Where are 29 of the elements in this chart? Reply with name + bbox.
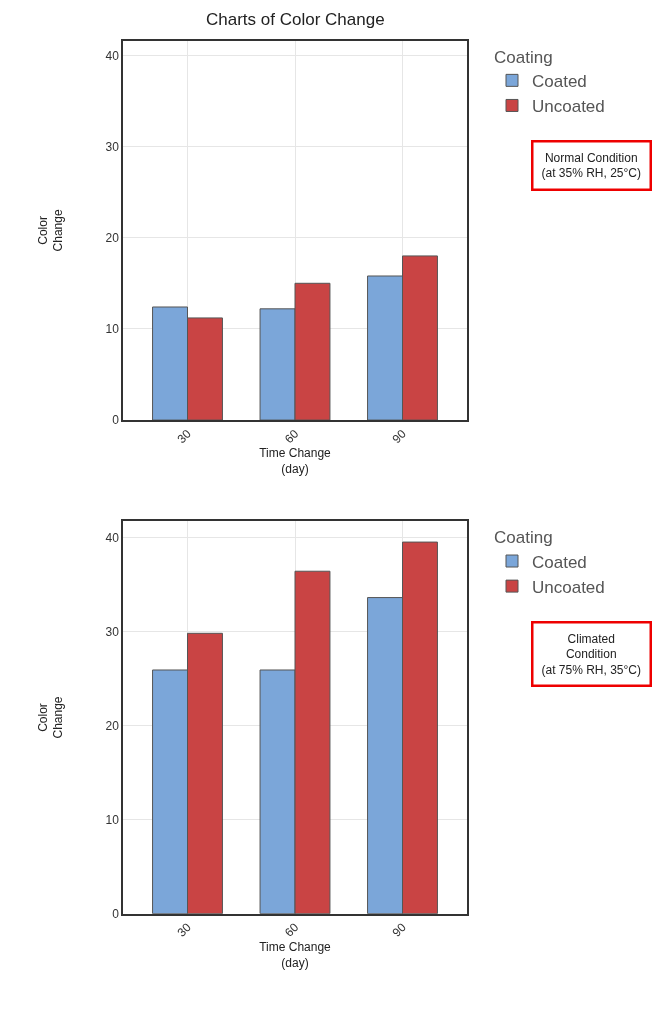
y-tick-label: 10 <box>105 812 120 827</box>
legend-title: Coating <box>494 528 553 548</box>
y-tick-label: 10 <box>105 322 120 337</box>
x-tick-label: 90 <box>389 920 410 940</box>
x-tick-label: 30 <box>174 426 195 447</box>
text: Normal Condition (at 35% RH, 25°C) <box>541 150 641 181</box>
y-axis-title: Color Change <box>35 209 66 252</box>
legend-label: Coated <box>532 72 587 91</box>
legend-label: Uncoated <box>532 97 605 117</box>
y-tick-label: 40 <box>105 530 120 545</box>
x-axis-title: Time Change (day) <box>259 940 332 970</box>
y-tick-label: 30 <box>105 139 120 154</box>
legend-label: Uncoated <box>532 577 605 597</box>
y-tick-label: 0 <box>112 906 120 921</box>
y-tick-label: 30 <box>105 624 120 639</box>
x-tick-label: 60 <box>282 920 302 940</box>
y-axis-title: Color Change <box>35 696 66 739</box>
legend-label: Coated <box>532 552 587 572</box>
y-tick-label: 40 <box>105 48 120 63</box>
x-tick-label: 60 <box>282 426 302 447</box>
chart-title: Charts of Color Change <box>206 10 385 29</box>
x-axis-title: Time Change (day) <box>259 446 332 477</box>
x-tick-label: 30 <box>174 920 195 940</box>
y-tick-label: 20 <box>105 718 120 733</box>
text: Climated Condition (at 75% RH, 35°C) <box>541 631 641 677</box>
legend-title: Coating <box>494 47 553 67</box>
y-tick-label: 0 <box>112 413 120 428</box>
y-tick-label: 20 <box>105 230 120 245</box>
x-tick-label: 90 <box>389 426 410 447</box>
